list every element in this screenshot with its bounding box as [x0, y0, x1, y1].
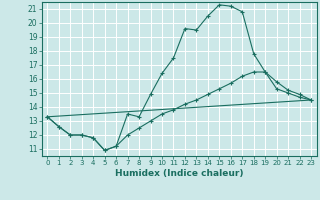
X-axis label: Humidex (Indice chaleur): Humidex (Indice chaleur) — [115, 169, 244, 178]
